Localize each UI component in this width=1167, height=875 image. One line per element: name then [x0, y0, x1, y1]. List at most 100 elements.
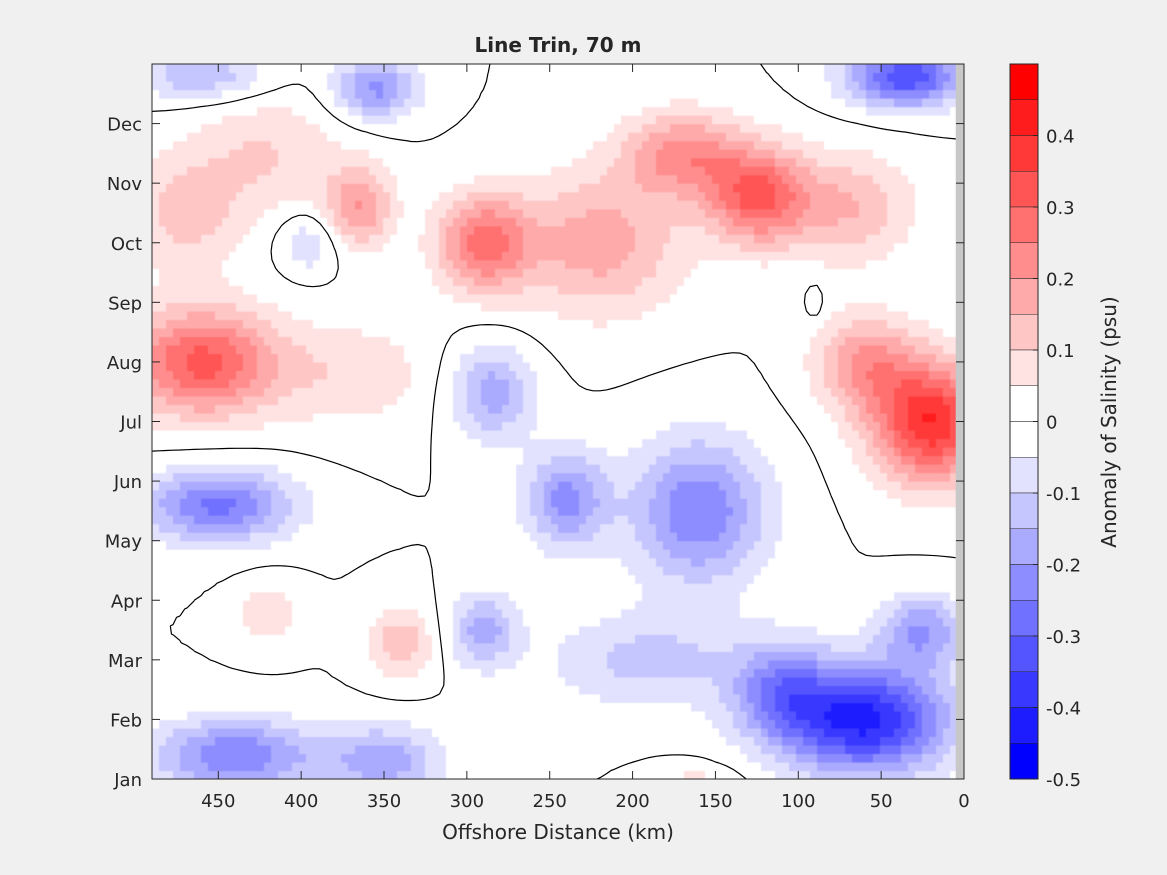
- heatmap-cell: [201, 489, 209, 499]
- heatmap-cell: [908, 447, 916, 457]
- heatmap-cell: [775, 693, 783, 703]
- heatmap-cell: [453, 727, 461, 738]
- heatmap-cell: [481, 430, 489, 440]
- heatmap-cell: [796, 498, 804, 508]
- heatmap-cell: [733, 770, 741, 779]
- heatmap-cell: [908, 761, 916, 772]
- heatmap-cell: [334, 676, 342, 686]
- heatmap-cell: [299, 625, 307, 635]
- heatmap-cell: [173, 430, 181, 440]
- heatmap-cell: [194, 744, 202, 755]
- heatmap-cell: [278, 557, 286, 567]
- heatmap-cell: [495, 438, 503, 448]
- heatmap-cell: [425, 574, 433, 584]
- heatmap-cell: [208, 668, 216, 678]
- heatmap-cell: [775, 540, 783, 550]
- heatmap-cell: [194, 438, 202, 448]
- heatmap-cell: [831, 608, 839, 618]
- heatmap-cell: [292, 464, 300, 474]
- heatmap-cell: [250, 753, 258, 763]
- heatmap-cell: [348, 412, 356, 423]
- heatmap-cell: [516, 600, 524, 610]
- heatmap-cell: [215, 412, 223, 423]
- heatmap-cell: [397, 744, 405, 755]
- heatmap-cell: [369, 659, 377, 669]
- heatmap-cell: [551, 617, 559, 627]
- heatmap-cell: [838, 430, 846, 440]
- heatmap-cell: [411, 719, 419, 729]
- heatmap-cell: [887, 412, 895, 423]
- heatmap-cell: [887, 421, 895, 431]
- heatmap-cell: [397, 489, 405, 499]
- heatmap-cell: [404, 574, 412, 584]
- heatmap-cell: [768, 498, 776, 508]
- heatmap-cell: [677, 617, 685, 627]
- heatmap-cell: [467, 583, 475, 593]
- heatmap-cell: [481, 659, 489, 669]
- heatmap-cell: [320, 642, 328, 652]
- heatmap-cell: [348, 642, 356, 652]
- heatmap-cell: [467, 702, 475, 712]
- heatmap-cell: [649, 430, 657, 440]
- heatmap-cell: [544, 489, 552, 499]
- heatmap-cell: [621, 447, 629, 457]
- heatmap-cell: [768, 668, 776, 678]
- heatmap-cell: [565, 727, 573, 738]
- heatmap-cell: [523, 676, 531, 686]
- heatmap-cell: [838, 617, 846, 627]
- heatmap-cell: [236, 472, 244, 482]
- heatmap-cell: [775, 617, 783, 627]
- heatmap-cell: [642, 608, 650, 618]
- heatmap-cell: [516, 761, 524, 772]
- heatmap-cell: [607, 583, 615, 593]
- heatmap-cell: [726, 583, 734, 593]
- heatmap-cell: [257, 574, 265, 584]
- heatmap-cell: [614, 498, 622, 508]
- heatmap-cell: [950, 498, 958, 508]
- heatmap-cell: [782, 608, 790, 618]
- heatmap-cell: [306, 455, 314, 465]
- heatmap-cell: [481, 455, 489, 465]
- heatmap-cell: [243, 736, 251, 746]
- heatmap-cell: [208, 472, 216, 482]
- heatmap-cell: [502, 600, 510, 610]
- heatmap-cell: [432, 719, 440, 729]
- heatmap-cell: [810, 481, 818, 491]
- heatmap-cell: [747, 557, 755, 567]
- heatmap-cell: [768, 591, 776, 601]
- heatmap-cell: [299, 591, 307, 601]
- heatmap-cell: [187, 685, 195, 695]
- heatmap-cell: [383, 761, 391, 772]
- heatmap-cell: [229, 719, 237, 729]
- heatmap-cell: [418, 438, 426, 448]
- heatmap-cell: [460, 574, 468, 584]
- heatmap-cell: [726, 430, 734, 440]
- heatmap-cell: [754, 608, 762, 618]
- heatmap-cell: [649, 481, 657, 491]
- heatmap-cell: [439, 523, 447, 533]
- heatmap-cell: [257, 659, 265, 669]
- heatmap-cell: [208, 438, 216, 448]
- heatmap-cell: [817, 668, 825, 678]
- heatmap-cell: [467, 676, 475, 686]
- heatmap-cell: [243, 498, 251, 508]
- heatmap-cell: [180, 668, 188, 678]
- heatmap-cell: [516, 693, 524, 703]
- heatmap-cell: [306, 617, 314, 627]
- heatmap-cell: [845, 566, 853, 576]
- heatmap-cell: [740, 693, 748, 703]
- heatmap-cell: [593, 591, 601, 601]
- heatmap-cell: [537, 634, 545, 644]
- heatmap-cell: [663, 549, 671, 559]
- heatmap-cell: [467, 651, 475, 661]
- heatmap-cell: [376, 693, 384, 703]
- heatmap-cell: [733, 421, 741, 431]
- heatmap-cell: [446, 634, 454, 644]
- heatmap-cell: [915, 617, 923, 627]
- heatmap-cell: [796, 557, 804, 567]
- heatmap-cell: [453, 608, 461, 618]
- heatmap-cell: [194, 753, 202, 763]
- heatmap-cell: [579, 566, 587, 576]
- heatmap-cell: [747, 753, 755, 763]
- heatmap-cell: [621, 583, 629, 593]
